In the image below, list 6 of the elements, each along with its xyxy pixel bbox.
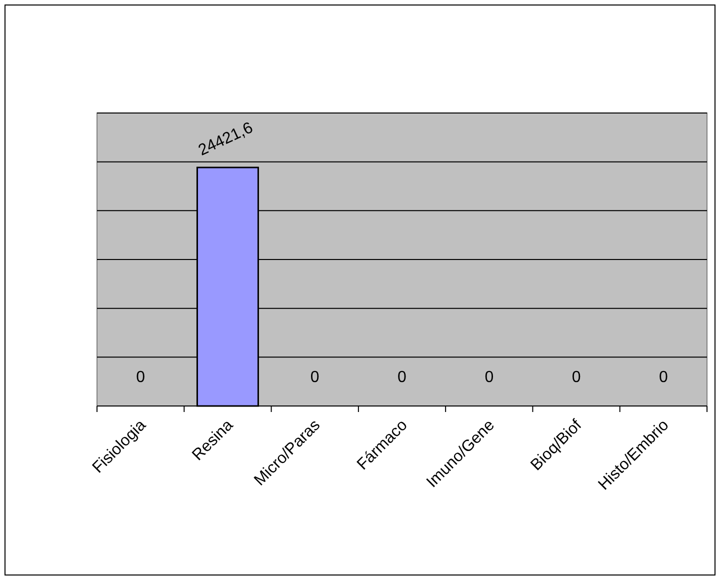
- data-label: 0: [136, 369, 146, 386]
- data-label: 0: [310, 369, 320, 386]
- data-label: 0: [484, 369, 494, 386]
- data-label: 0: [572, 369, 581, 386]
- data-label: 0: [398, 369, 407, 386]
- data-label: 0: [658, 369, 668, 386]
